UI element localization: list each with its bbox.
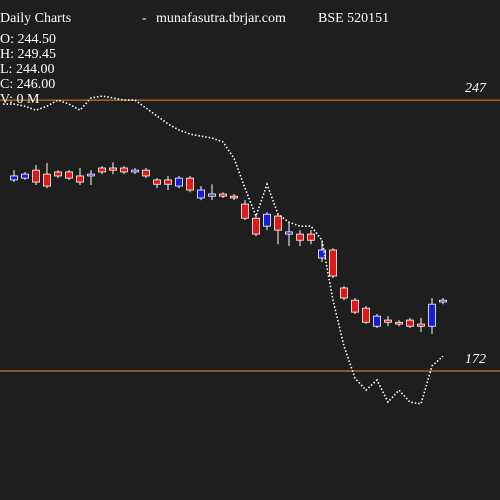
indicator-line [3,95,444,405]
candle-body [351,299,359,313]
candle-body [362,307,370,323]
candle-body [274,215,282,231]
plot-area [0,95,500,405]
candle-body [384,319,392,323]
ohlc-info: V: 0 M [0,92,40,107]
candle-body [329,249,337,277]
candle-body [153,179,161,185]
candle-body [175,177,183,187]
candle-body [252,217,260,235]
candle-body [131,169,139,173]
candle-body [318,249,326,259]
candle-body [98,167,106,173]
candle-body [76,175,84,183]
candle-body [230,195,238,199]
candle-body [164,179,172,185]
candle-body [406,319,414,327]
ohlc-info: H: 249.45 [0,47,56,62]
candle-body [208,193,216,197]
ohlc-info: O: 244.50 [0,32,56,47]
candle-body [65,171,73,179]
candle-body [87,173,95,177]
ohlc-info: L: 244.00 [0,62,54,77]
candle-body [263,213,271,227]
candle-body [32,169,40,183]
candle-body [10,175,18,181]
candle-body [43,173,51,187]
candle-body [186,177,194,191]
candle-body [219,193,227,197]
candle-body [428,303,436,327]
candle-body [142,169,150,177]
ohlc-info: C: 246.00 [0,77,55,92]
candle-body [197,189,205,199]
candle-body [120,167,128,173]
y-tick-label: 172 [465,352,486,367]
candle-body [395,321,403,325]
chart-title: Daily Charts [0,11,71,26]
y-tick-label: 247 [465,81,487,96]
candle-body [21,173,29,179]
candle-body [417,323,425,327]
candle-body [439,299,447,303]
candle-body [241,203,249,219]
candle-body [296,233,304,241]
candle-body [54,171,62,177]
candle-body [340,287,348,299]
symbol: BSE 520151 [318,11,389,26]
candle-body [373,315,381,327]
site-name: munafasutra.tbrjar.com [156,11,286,26]
candle-body [307,233,315,241]
candle-body [285,231,293,235]
separator: - [142,11,147,26]
candle-body [109,167,117,171]
